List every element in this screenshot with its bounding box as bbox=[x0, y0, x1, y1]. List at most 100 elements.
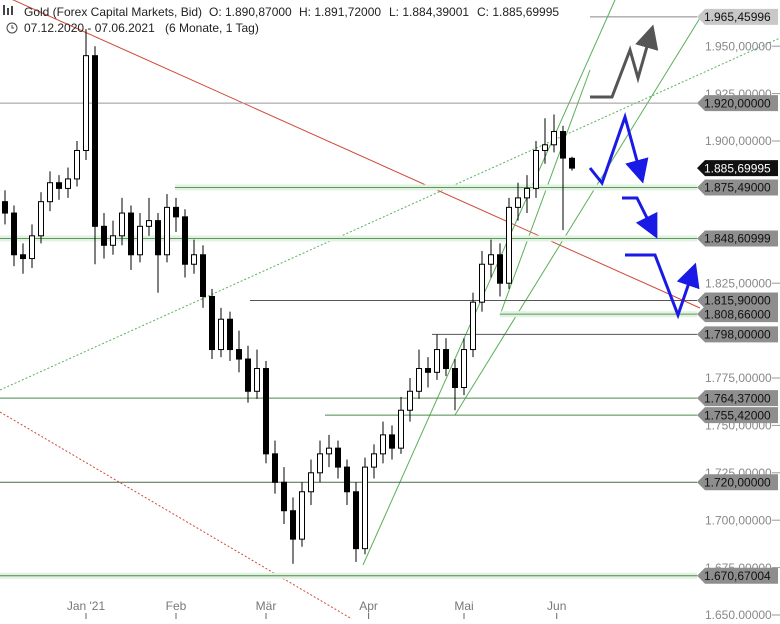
trend-line bbox=[0, 37, 780, 391]
level-label: 1.848,60999 bbox=[704, 232, 771, 246]
ohlc: H: 1.891,72000 bbox=[299, 5, 381, 19]
y-tick-label: 1.700,00000 bbox=[705, 513, 772, 527]
candle-body bbox=[254, 368, 261, 392]
candle-body bbox=[479, 263, 486, 303]
candle-body bbox=[542, 144, 549, 151]
candles bbox=[2, 29, 576, 564]
candle-body bbox=[92, 55, 99, 227]
candle-body bbox=[515, 197, 522, 208]
candle-body bbox=[20, 254, 27, 260]
candle-body bbox=[308, 472, 315, 493]
y-tick-label: 1.825,00000 bbox=[705, 276, 772, 290]
candle-body bbox=[245, 358, 252, 392]
y-tick-label: 1.950,00000 bbox=[705, 39, 772, 53]
candle-body bbox=[263, 368, 270, 455]
ohlc: C: 1.885,69995 bbox=[477, 5, 559, 19]
icon bbox=[7, 8, 9, 15]
x-tick-label: Mai bbox=[454, 599, 473, 613]
candle-body bbox=[506, 206, 513, 284]
candle-body bbox=[146, 220, 153, 227]
level-label: 1.965,45996 bbox=[704, 10, 771, 24]
y-tick-label: 1.900,00000 bbox=[705, 134, 772, 148]
candle-body bbox=[416, 368, 423, 392]
date-range: 07.12.2020 - 07.06.2021 bbox=[24, 21, 155, 35]
level-label: 1.875,49000 bbox=[704, 181, 771, 195]
trend-line bbox=[454, 17, 701, 416]
candle-body bbox=[173, 206, 180, 218]
trend-line bbox=[499, 69, 591, 316]
candle-body bbox=[83, 55, 90, 151]
arrow bbox=[588, 111, 649, 187]
candle-body bbox=[137, 225, 144, 256]
candle-body bbox=[218, 318, 225, 351]
candle-body bbox=[74, 149, 81, 180]
candle-body bbox=[47, 182, 54, 203]
x-tick-label: Jun bbox=[547, 599, 566, 613]
trend-line bbox=[12, 0, 701, 309]
level-box bbox=[697, 474, 778, 491]
candle-body bbox=[425, 368, 432, 373]
candle-body bbox=[317, 453, 324, 474]
candle-body bbox=[236, 349, 243, 360]
candle-body bbox=[371, 453, 378, 468]
level-box bbox=[697, 292, 778, 309]
level-box bbox=[697, 8, 778, 25]
arrow bbox=[590, 24, 659, 99]
candle-body bbox=[488, 254, 495, 265]
level-box bbox=[697, 95, 778, 112]
candle-body bbox=[164, 206, 171, 256]
candle-body bbox=[110, 235, 117, 246]
level-label: 1.720,00000 bbox=[704, 475, 771, 489]
candle-body bbox=[65, 178, 72, 189]
level-label: 1.798,00000 bbox=[704, 328, 771, 342]
level-box bbox=[697, 230, 778, 247]
candle-body bbox=[470, 301, 477, 351]
candle-body bbox=[389, 434, 396, 449]
trend-line bbox=[362, 0, 616, 566]
level-box bbox=[697, 306, 778, 323]
trend-line bbox=[0, 411, 353, 620]
candle-body bbox=[569, 157, 576, 169]
title: Gold (Forex Capital Markets, Bid) bbox=[24, 5, 202, 19]
level-label: 1.670,67004 bbox=[704, 569, 771, 583]
candle-body bbox=[560, 131, 567, 159]
candle-body bbox=[200, 254, 207, 297]
candle-body bbox=[38, 201, 45, 237]
candle-body bbox=[56, 182, 63, 189]
x-tick-label: Apr bbox=[359, 599, 378, 613]
candle-body bbox=[434, 349, 441, 373]
candle-body bbox=[497, 254, 504, 284]
arrow bbox=[622, 196, 658, 239]
icon bbox=[11, 6, 13, 15]
x-tick-label: Jan '21 bbox=[67, 599, 106, 613]
icon bbox=[11, 25, 14, 29]
candle-body bbox=[398, 409, 405, 449]
level-box bbox=[697, 567, 778, 584]
candle-body bbox=[191, 254, 198, 265]
candle-body bbox=[101, 225, 108, 246]
level-label: 1.755,42000 bbox=[704, 408, 771, 422]
level-box bbox=[697, 390, 778, 407]
level-box bbox=[697, 407, 778, 424]
x-tick-label: Mär bbox=[256, 599, 277, 613]
arrows bbox=[588, 24, 700, 320]
candle-body bbox=[407, 390, 414, 411]
candle-body bbox=[344, 466, 351, 493]
header: Gold (Forex Capital Markets, Bid) O: 1.8… bbox=[3, 5, 559, 35]
candle-body bbox=[533, 149, 540, 189]
candle-body bbox=[443, 349, 450, 370]
level-label: 1.920,00000 bbox=[704, 96, 771, 110]
level-label: 1.808,66000 bbox=[704, 307, 771, 321]
candle-body bbox=[335, 447, 342, 468]
level-label: 1.815,90000 bbox=[704, 294, 771, 308]
level-box bbox=[697, 179, 778, 196]
candle-body bbox=[119, 212, 126, 237]
candle-body bbox=[281, 481, 288, 512]
period: (6 Monate, 1 Tag) bbox=[165, 21, 259, 35]
candle-body bbox=[128, 212, 135, 256]
level-box bbox=[697, 326, 778, 343]
candle-body bbox=[452, 368, 459, 388]
